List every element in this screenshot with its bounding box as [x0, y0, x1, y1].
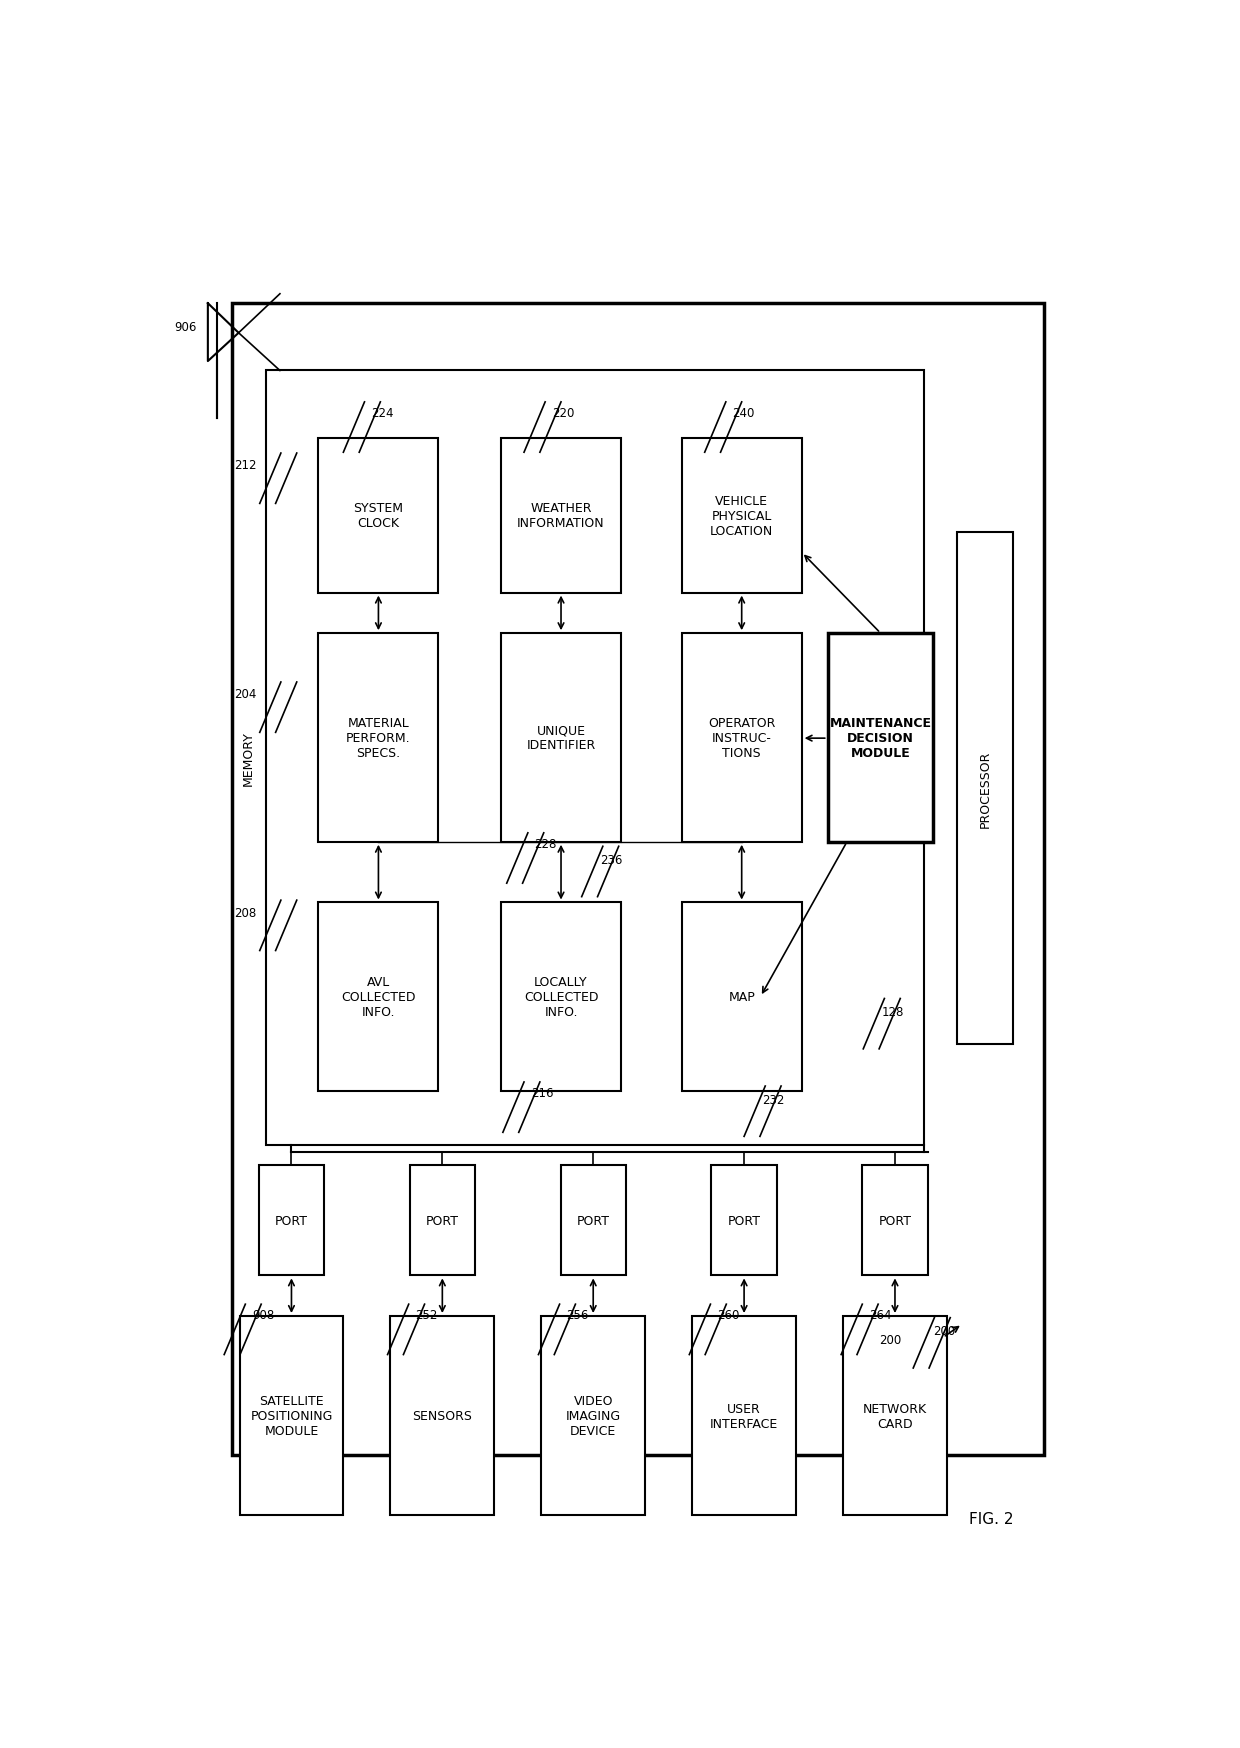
Text: MEMORY: MEMORY — [242, 731, 254, 785]
Bar — [692, 1316, 796, 1516]
Text: UNIQUE
IDENTIFIER: UNIQUE IDENTIFIER — [527, 724, 595, 752]
Bar — [501, 439, 621, 593]
Text: PORT: PORT — [275, 1215, 308, 1227]
Text: VIDEO
IMAGING
DEVICE: VIDEO IMAGING DEVICE — [565, 1395, 621, 1437]
Text: 200: 200 — [934, 1325, 956, 1337]
Text: FIG. 2: FIG. 2 — [968, 1510, 1013, 1526]
Text: 240: 240 — [733, 407, 755, 420]
Bar — [501, 635, 621, 843]
Bar — [409, 1166, 475, 1276]
Text: 256: 256 — [567, 1309, 589, 1321]
Bar — [501, 904, 621, 1091]
Text: MATERIAL
PERFORM.
SPECS.: MATERIAL PERFORM. SPECS. — [346, 717, 410, 760]
Text: PORT: PORT — [878, 1215, 911, 1227]
Text: 216: 216 — [531, 1087, 553, 1099]
Bar — [682, 904, 802, 1091]
Text: LOCALLY
COLLECTED
INFO.: LOCALLY COLLECTED INFO. — [523, 975, 598, 1019]
Bar — [828, 635, 934, 843]
Bar — [712, 1166, 776, 1276]
Text: PORT: PORT — [728, 1215, 760, 1227]
Text: SATELLITE
POSITIONING
MODULE: SATELLITE POSITIONING MODULE — [250, 1395, 332, 1437]
Text: 252: 252 — [415, 1309, 438, 1321]
Text: 228: 228 — [534, 837, 557, 851]
Bar — [319, 635, 439, 843]
Bar — [232, 304, 1044, 1454]
Bar — [542, 1316, 645, 1516]
Text: NETWORK
CARD: NETWORK CARD — [863, 1402, 928, 1430]
Text: PORT: PORT — [425, 1215, 459, 1227]
Bar — [843, 1316, 947, 1516]
Text: MAP: MAP — [728, 991, 755, 1003]
Bar — [862, 1166, 928, 1276]
Bar — [682, 439, 802, 593]
Text: 220: 220 — [552, 407, 574, 420]
Text: 232: 232 — [763, 1092, 785, 1106]
Text: MAINTENANCE
DECISION
MODULE: MAINTENANCE DECISION MODULE — [830, 717, 931, 760]
Text: VEHICLE
PHYSICAL
LOCATION: VEHICLE PHYSICAL LOCATION — [711, 495, 774, 537]
Bar — [239, 1316, 343, 1516]
Text: PROCESSOR: PROCESSOR — [978, 750, 992, 827]
Text: WEATHER
INFORMATION: WEATHER INFORMATION — [517, 502, 605, 530]
Text: 908: 908 — [252, 1309, 274, 1321]
Bar — [391, 1316, 495, 1516]
Text: PORT: PORT — [577, 1215, 610, 1227]
Text: 264: 264 — [869, 1309, 892, 1321]
Text: 224: 224 — [371, 407, 394, 420]
Text: AVL
COLLECTED
INFO.: AVL COLLECTED INFO. — [341, 975, 415, 1019]
Bar — [682, 635, 802, 843]
Bar — [560, 1166, 626, 1276]
Text: SENSORS: SENSORS — [413, 1409, 472, 1423]
Text: 208: 208 — [234, 905, 255, 919]
Bar — [319, 904, 439, 1091]
Bar — [259, 1166, 324, 1276]
Text: 236: 236 — [600, 853, 622, 867]
Text: 204: 204 — [234, 689, 257, 701]
Text: 212: 212 — [234, 460, 257, 472]
Text: USER
INTERFACE: USER INTERFACE — [711, 1402, 779, 1430]
Text: SYSTEM
CLOCK: SYSTEM CLOCK — [353, 502, 403, 530]
Text: OPERATOR
INSTRUC-
TIONS: OPERATOR INSTRUC- TIONS — [708, 717, 775, 760]
Text: 200: 200 — [879, 1332, 901, 1346]
Bar — [319, 439, 439, 593]
Bar — [265, 371, 924, 1145]
Text: 906: 906 — [174, 320, 196, 334]
Text: 128: 128 — [882, 1005, 904, 1019]
Text: 260: 260 — [717, 1309, 739, 1321]
Bar — [957, 533, 1013, 1044]
